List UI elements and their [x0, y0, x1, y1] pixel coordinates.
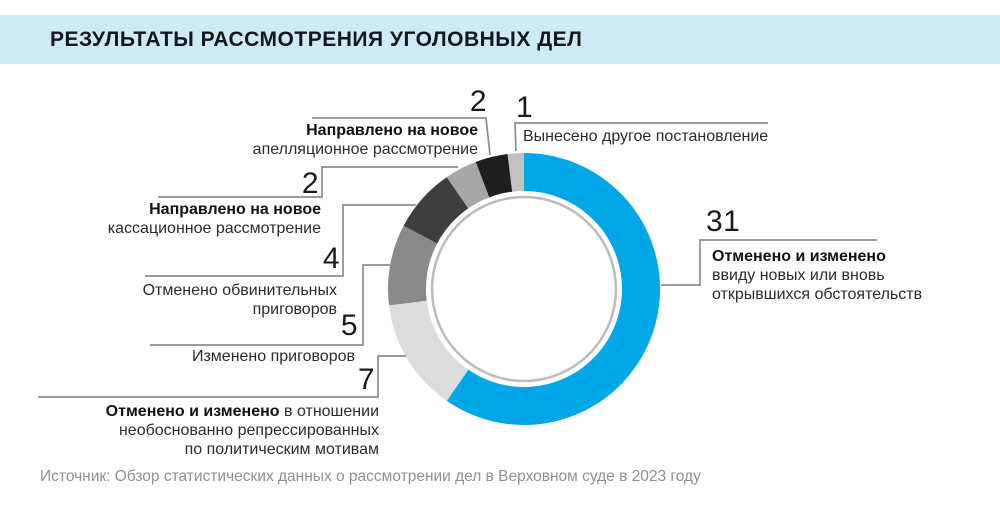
donut-segment-3: [403, 177, 469, 244]
title-band: [0, 15, 1000, 64]
leader-line-cassation: [158, 166, 458, 198]
callout-cassation: Направлено на новое кассационное рассмот…: [107, 201, 321, 237]
value-label-appeal: 2: [469, 85, 487, 118]
donut-segment-5: [475, 153, 513, 198]
donut-segment-1: [388, 300, 469, 401]
leader-line-rehabilitated: [38, 355, 406, 398]
leader-line-sentences-changed: [150, 264, 390, 346]
callout-convictions-cancelled: Отменено обвинительных приговоров: [142, 282, 337, 318]
callout-sentences-changed: Изменено приговоров: [191, 348, 355, 365]
leader-line-appeal: [312, 117, 491, 156]
donut-segment-2: [387, 225, 438, 306]
value-label-sentences-changed: 5: [340, 309, 358, 342]
source-text: Источник: Обзор статистических данных о …: [40, 468, 701, 485]
leader-line-other-ruling: [514, 122, 768, 152]
value-label-convictions-cancelled: 4: [322, 242, 340, 275]
value-label-other-ruling: 1: [516, 91, 534, 124]
callout-appeal: Направлено на новое апелляционное рассмо…: [252, 122, 478, 158]
callout-other-ruling: Вынесено другое постановление: [523, 128, 769, 145]
value-label-rehabilitated: 7: [357, 363, 375, 396]
value-label-new-circumstances: 31: [706, 205, 741, 238]
callout-new-circumstances: Отменено и изменено ввиду новых или внов…: [712, 248, 923, 303]
callout-rehabilitated: Отменено и изменено в отношении необосно…: [105, 403, 379, 458]
page-title: РЕЗУЛЬТАТЫ РАССМОТРЕНИЯ УГОЛОВНЫХ ДЕЛ: [50, 28, 583, 51]
donut-segment-4: [446, 161, 490, 209]
value-label-cassation: 2: [301, 167, 319, 200]
donut-segment-0: [446, 153, 660, 426]
leader-line-new-circumstances: [661, 239, 877, 286]
inner-ring: [430, 195, 618, 383]
donut-segment-6: [507, 153, 524, 192]
leader-line-convictions-cancelled: [145, 204, 416, 277]
